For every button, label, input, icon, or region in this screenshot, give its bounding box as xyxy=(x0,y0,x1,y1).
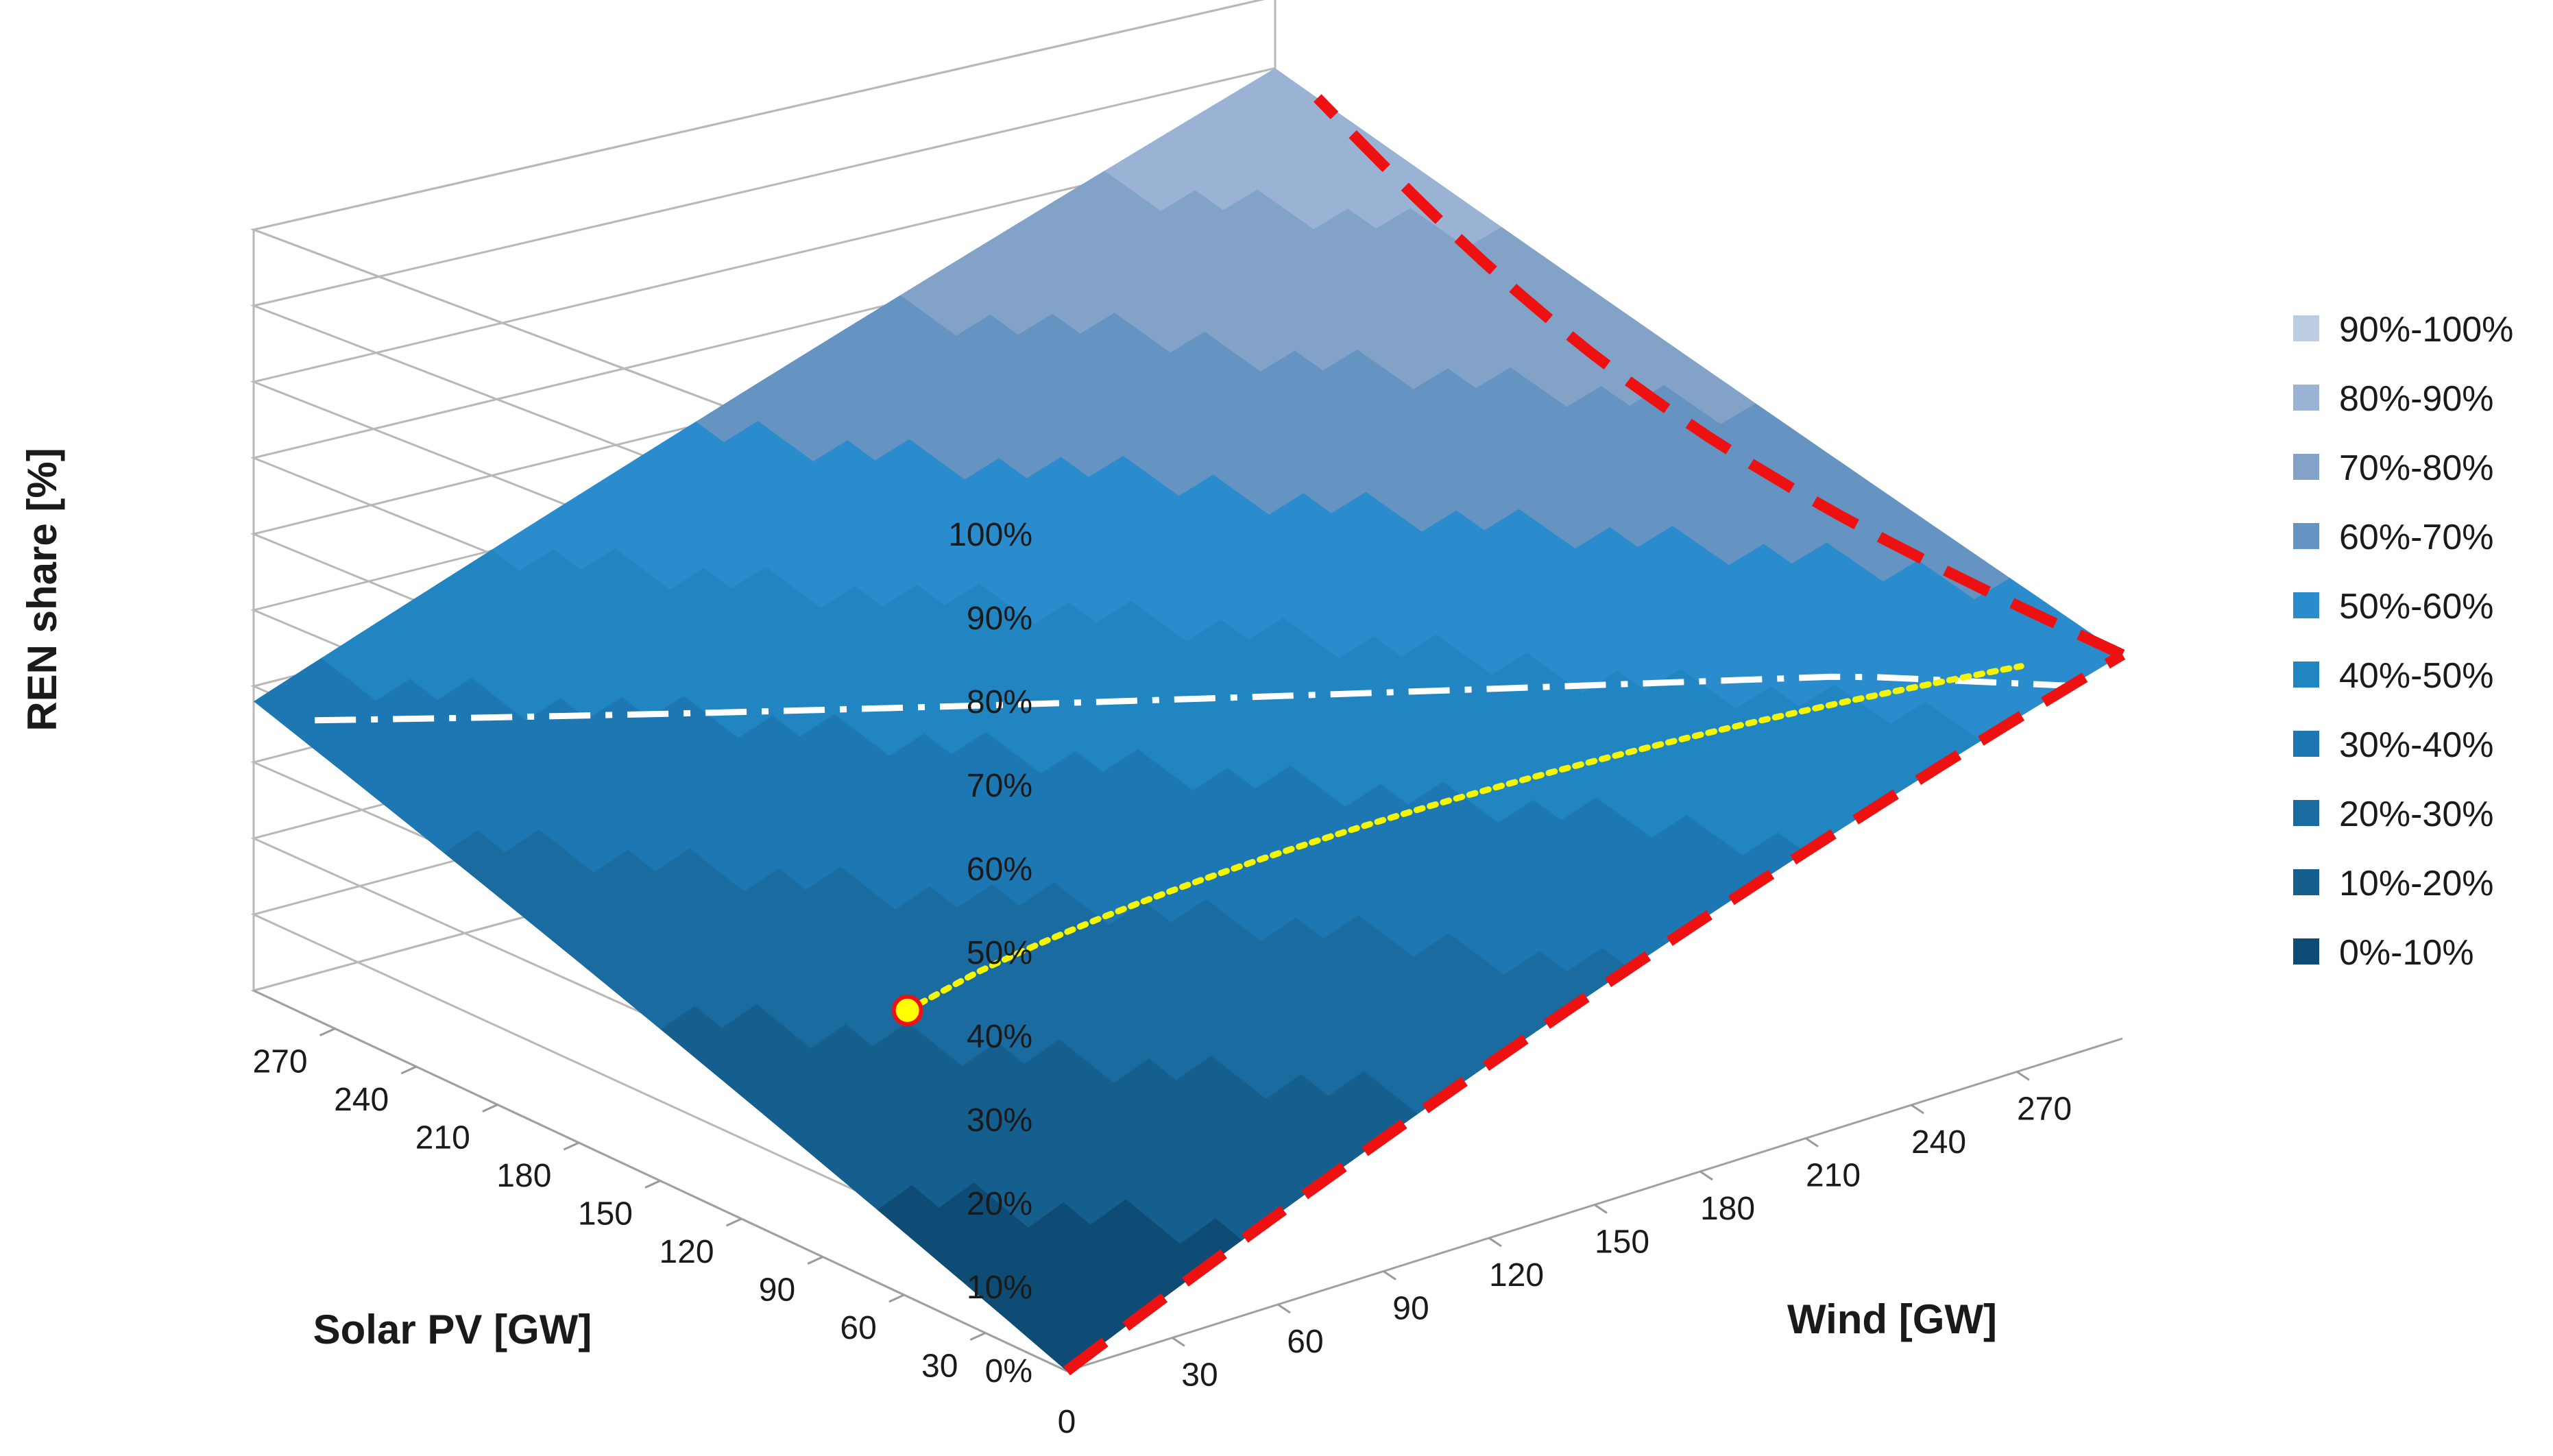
z-tick-label: 80% xyxy=(967,684,1032,720)
surface xyxy=(254,68,2122,1371)
z-tick-label: 40% xyxy=(967,1019,1032,1055)
legend-swatch xyxy=(2293,523,2319,549)
red-dashed-line-upper xyxy=(1314,94,2125,660)
z-tick-label: 10% xyxy=(967,1270,1032,1306)
wind-tick-label: 240 xyxy=(1911,1124,1966,1161)
white-dash-dot-line xyxy=(315,673,2102,724)
legend-swatch xyxy=(2293,938,2319,964)
legend-label: 90%-100% xyxy=(2339,310,2513,350)
z-tick-label: 60% xyxy=(967,851,1032,888)
wind-axis-ticks: 30 60 90 120 150 180 210 240 270 xyxy=(1181,1091,2072,1394)
wind-tick-mark xyxy=(1699,1170,1713,1181)
wind-tick-mark xyxy=(2016,1071,2030,1081)
z-tick-label: 100% xyxy=(948,517,1032,553)
z-axis-ticks: 0% 10% 20% 30% 40% 50% 60% 70% 80% 90% 100% xyxy=(948,517,1032,1390)
wind-tick-label: 270 xyxy=(2017,1091,2072,1128)
legend-swatch xyxy=(2293,662,2319,688)
wind-tick-label: 90 xyxy=(1392,1291,1429,1327)
wind-tick-label: 120 xyxy=(1489,1257,1544,1294)
overlay-lines xyxy=(315,94,2126,1376)
surface-cell xyxy=(1239,68,1305,110)
yellow-dotted-path xyxy=(904,663,2024,1014)
solar-tick-label: 180 xyxy=(496,1158,551,1194)
start-marker xyxy=(891,994,923,1026)
wind-tick-mark xyxy=(1911,1104,1924,1115)
solar-tick-label: 60 xyxy=(840,1310,876,1346)
z-tick-label: 0% xyxy=(985,1353,1032,1390)
wind-tick-mark xyxy=(1594,1204,1608,1214)
legend-swatch xyxy=(2293,800,2319,826)
solar-tick-label: 30 xyxy=(921,1348,958,1385)
legend-label: 50%-60% xyxy=(2339,587,2493,627)
wind-tick-label: 210 xyxy=(1806,1158,1861,1194)
red-dashed-line xyxy=(1063,650,2126,1376)
legend-label: 30%-40% xyxy=(2339,725,2493,765)
z-tick-label: 30% xyxy=(967,1102,1032,1139)
legend-swatch xyxy=(2293,385,2319,411)
legend-label: 70%-80% xyxy=(2339,448,2493,488)
legend-swatch xyxy=(2293,731,2319,757)
solar-tick-mark xyxy=(644,1180,661,1189)
solar-tick-mark xyxy=(807,1256,823,1265)
z-axis-title: REN share [%] xyxy=(19,448,65,731)
z-tick-label: 20% xyxy=(967,1186,1032,1222)
solar-tick-mark xyxy=(319,1028,336,1036)
wind-tick-mark xyxy=(1172,1337,1185,1347)
legend-swatch xyxy=(2293,592,2319,618)
z-tick-label: 50% xyxy=(967,935,1032,971)
solar-tick-mark xyxy=(725,1217,742,1227)
wind-tick-label: 30 xyxy=(1181,1357,1218,1394)
solar-tick-mark xyxy=(482,1104,498,1113)
wind-tick-mark xyxy=(1805,1137,1819,1148)
solar-tick-mark xyxy=(563,1141,580,1151)
legend-label: 80%-90% xyxy=(2339,379,2493,419)
solar-tick-mark xyxy=(400,1065,417,1075)
wind-tick-mark xyxy=(1383,1270,1396,1281)
solar-tick-mark xyxy=(888,1294,905,1303)
legend: 90%-100% 80%-90% 70%-80% 60%-70% 50%-60% 40%-… xyxy=(2293,310,2513,973)
wind-tick-label: 60 xyxy=(1287,1324,1323,1360)
solar-tick-label: 270 xyxy=(253,1044,308,1080)
legend-swatch xyxy=(2293,869,2319,895)
solar-tick-label: 120 xyxy=(660,1234,714,1270)
legend-label: 40%-50% xyxy=(2339,656,2493,696)
legend-label: 20%-30% xyxy=(2339,794,2493,834)
wind-tick-label: 180 xyxy=(1700,1191,1755,1227)
solar-tick-label: 210 xyxy=(415,1120,470,1156)
solar-tick-label: 150 xyxy=(578,1196,633,1233)
legend-swatch xyxy=(2293,315,2319,341)
wind-tick-label: 150 xyxy=(1595,1224,1649,1261)
legend-label: 0%-10% xyxy=(2339,933,2474,973)
origin-tick-label: 0 xyxy=(1058,1404,1076,1440)
solar-axis-title: Solar PV [GW] xyxy=(313,1307,592,1352)
wind-axis-title: Wind [GW] xyxy=(1787,1296,1997,1342)
wind-tick-mark xyxy=(1488,1237,1502,1248)
legend-label: 60%-70% xyxy=(2339,518,2493,557)
solar-axis-ticks: 30 60 90 120 150 180 210 240 270 xyxy=(253,1044,958,1385)
solar-tick-mark xyxy=(969,1332,987,1341)
legend-swatch xyxy=(2293,454,2319,480)
z-tick-label: 90% xyxy=(967,600,1032,637)
legend-label: 10%-20% xyxy=(2339,864,2493,903)
wind-tick-mark xyxy=(1277,1303,1291,1314)
solar-tick-label: 90 xyxy=(759,1272,795,1309)
solar-tick-label: 240 xyxy=(334,1082,389,1118)
z-tick-label: 70% xyxy=(967,768,1032,804)
